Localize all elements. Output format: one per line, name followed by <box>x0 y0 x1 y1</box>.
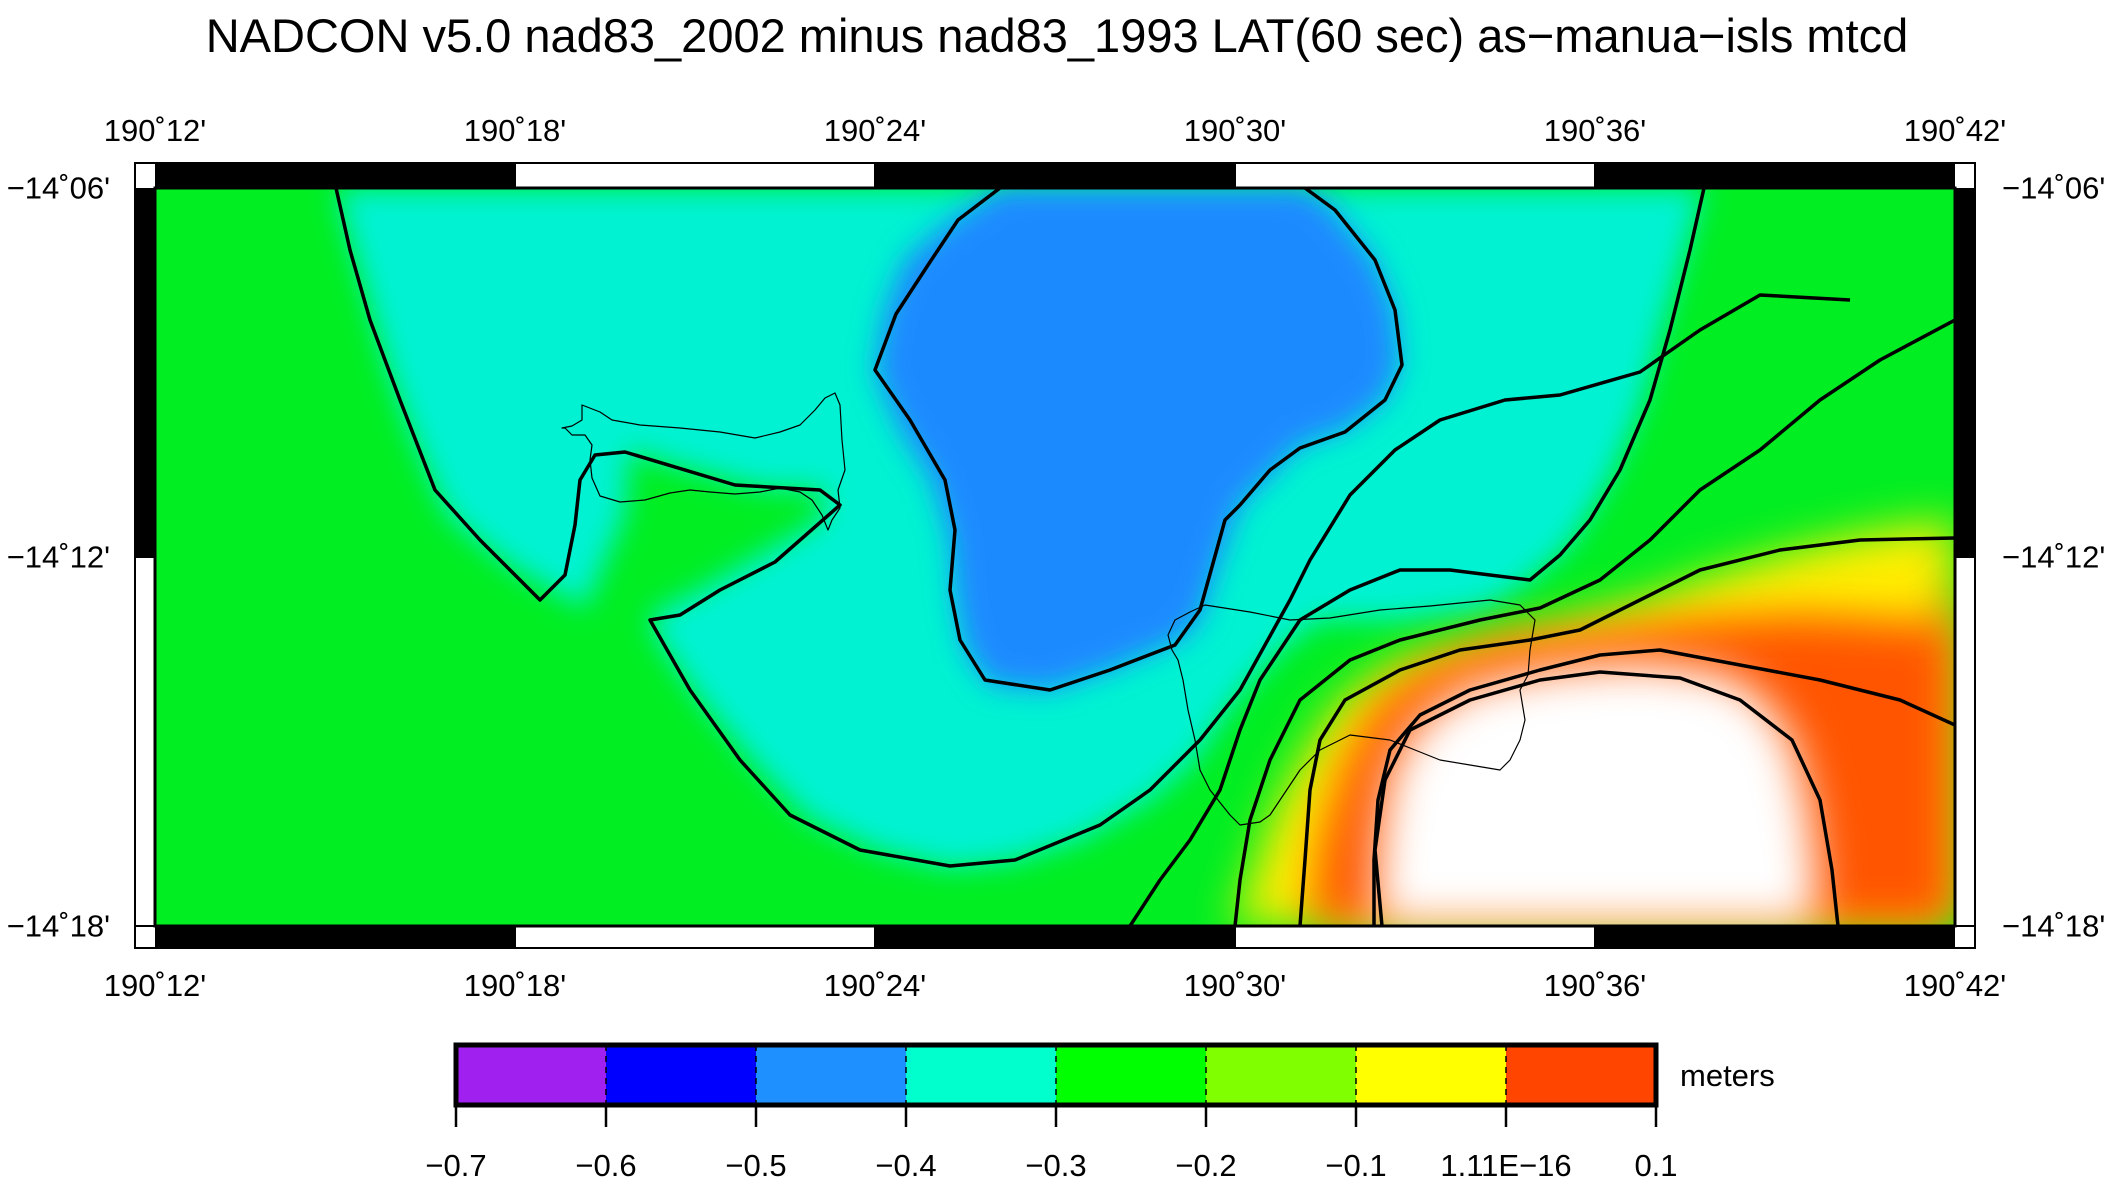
colorbar-label-0: −0.7 <box>425 1148 487 1183</box>
x-tick-top-1: 190˚18' <box>463 113 567 148</box>
colorbar-label-1: −0.6 <box>575 1148 637 1183</box>
y-tick-right-1: −14˚12' <box>2002 539 2106 575</box>
contour-lines <box>334 188 1955 926</box>
x-tick-top-5: 190˚42' <box>1903 113 2007 148</box>
colorbar-frame <box>453 1042 1659 1108</box>
y-tick-right-2: −14˚18' <box>2002 908 2106 944</box>
field-blue <box>875 188 1400 690</box>
island-outline-west <box>561 392 846 531</box>
colorbar-swatch-5 <box>1206 1045 1357 1105</box>
contour-line-f <box>1372 648 1955 926</box>
colorbar-swatch-4 <box>1056 1045 1207 1105</box>
x-tick-top-3: 190˚30' <box>1183 113 1287 148</box>
y-tick-right-0: −14˚06' <box>2002 170 2106 206</box>
contour-line-a <box>334 188 1851 868</box>
colorbar-label-3: −0.4 <box>875 1148 937 1183</box>
map-frame <box>134 162 1976 949</box>
coastline <box>561 392 1536 826</box>
contour-line-d <box>1233 318 1955 926</box>
contour-line-b <box>873 188 1404 692</box>
x-tick-bottom-5: 190˚42' <box>1903 968 2007 1003</box>
x-tick-top-0: 190˚12' <box>103 113 207 148</box>
page-title: NADCON v5.0 nad83_2002 minus nad83_1993 … <box>205 9 1909 62</box>
island-outline-east <box>1167 599 1536 826</box>
x-tick-bottom-1: 190˚18' <box>463 968 567 1003</box>
colorbar-swatch-0 <box>456 1045 607 1105</box>
colorbar <box>453 1042 1659 1127</box>
colorbar-swatch-3 <box>906 1045 1057 1105</box>
colorbar-label-4: −0.3 <box>1025 1148 1087 1183</box>
x-tick-bottom-0: 190˚12' <box>103 968 207 1003</box>
x-tick-bottom-2: 190˚24' <box>823 968 927 1003</box>
colorbar-label-6: −0.1 <box>1325 1148 1387 1183</box>
field-white <box>1375 662 1818 926</box>
y-tick-left-2: −14˚18' <box>6 908 110 944</box>
colorbar-swatch-2 <box>756 1045 907 1105</box>
y-tick-left-0: −14˚06' <box>6 170 110 206</box>
colorbar-label-8: 0.1 <box>1634 1148 1678 1183</box>
x-tick-top-4: 190˚36' <box>1543 113 1647 148</box>
x-tick-top-2: 190˚24' <box>823 113 927 148</box>
colorbar-label-7: 1.11E−16 <box>1440 1148 1572 1183</box>
colorbar-swatch-1 <box>606 1045 757 1105</box>
color-field <box>155 188 1955 926</box>
colorbar-label-5: −0.2 <box>1175 1148 1237 1183</box>
contour-line-c <box>1128 188 1706 926</box>
x-tick-bottom-4: 190˚36' <box>1543 968 1647 1003</box>
y-tick-left-1: −14˚12' <box>6 539 110 575</box>
colorbar-swatch-6 <box>1356 1045 1507 1105</box>
x-tick-bottom-3: 190˚30' <box>1183 968 1287 1003</box>
contour-line-g <box>1373 670 1840 926</box>
contour-line-e <box>1298 536 1955 926</box>
colorbar-unit-label: meters <box>1680 1058 1775 1093</box>
colorbar-label-2: −0.5 <box>725 1148 787 1183</box>
colorbar-swatch-7 <box>1506 1045 1657 1105</box>
